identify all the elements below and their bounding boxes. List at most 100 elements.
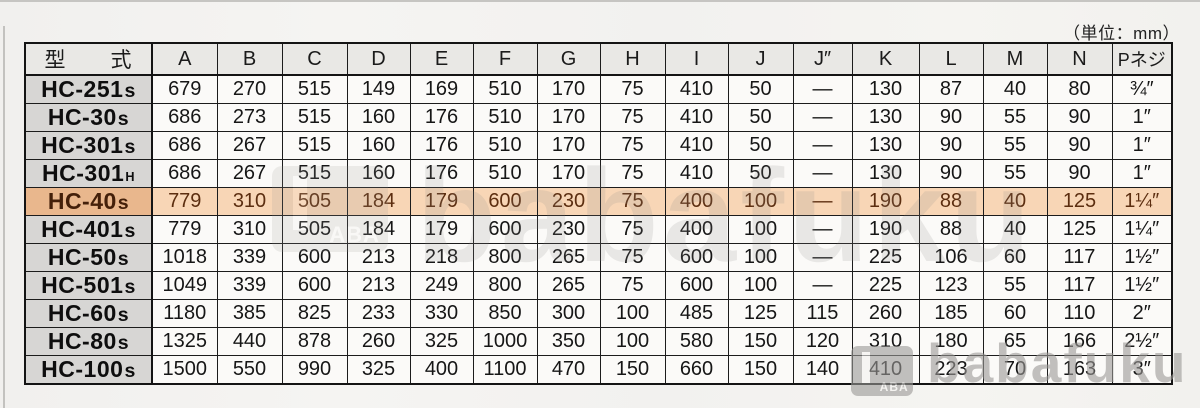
value-cell: — — [792, 131, 853, 160]
value-cell: 600 — [664, 243, 729, 272]
value-cell: — — [792, 243, 853, 272]
value-cell: — — [792, 215, 853, 244]
value-cell: 510 — [472, 131, 538, 160]
value-cell: 1″ — [1111, 159, 1173, 188]
value-cell: 510 — [472, 159, 538, 188]
value-cell: 130 — [851, 103, 920, 132]
value-cell: 267 — [216, 131, 283, 160]
value-cell: 125 — [727, 299, 794, 328]
value-cell: 1049 — [151, 271, 218, 300]
value-cell: 310 — [851, 327, 920, 356]
value-cell: 325 — [409, 327, 474, 356]
value-cell: 55 — [982, 103, 1048, 132]
value-cell: 350 — [536, 327, 601, 356]
value-cell: 160 — [346, 159, 411, 188]
value-cell: 213 — [346, 271, 411, 300]
value-cell: 310 — [216, 187, 283, 216]
value-cell: 213 — [346, 243, 411, 272]
value-cell: 1½″ — [1111, 271, 1173, 300]
value-cell: 550 — [216, 355, 283, 385]
header-col-h: H — [599, 42, 666, 76]
value-cell: 225 — [851, 243, 920, 272]
value-cell: 60 — [982, 243, 1048, 272]
value-cell: 260 — [346, 327, 411, 356]
value-cell: 149 — [346, 74, 411, 104]
value-cell: 160 — [346, 103, 411, 132]
value-cell: 184 — [346, 187, 411, 216]
value-cell: 117 — [1046, 243, 1113, 272]
value-cell: 410 — [664, 159, 729, 188]
value-cell: 160 — [346, 131, 411, 160]
value-cell: 339 — [216, 271, 283, 300]
value-cell: 850 — [472, 299, 538, 328]
value-cell: 75 — [599, 159, 666, 188]
header-model: 型 式 — [24, 42, 153, 76]
header-col-b: B — [216, 42, 283, 76]
value-cell: 125 — [1046, 215, 1113, 244]
table-row: HC-401s 779 310 505 184 179 600 230 75 400 100—190… — [24, 215, 1173, 244]
model-cell: HC-251s — [24, 74, 153, 104]
value-cell: 510 — [472, 103, 538, 132]
header-row: 型 式 A B C D E F G H I J J″ K L M N Pネジ — [24, 42, 1173, 76]
model-cell: HC-501s — [24, 271, 153, 300]
value-cell: — — [792, 159, 853, 188]
value-cell: 3″ — [1111, 355, 1173, 385]
value-cell: 686 — [151, 131, 218, 160]
value-cell: 1″ — [1111, 131, 1173, 160]
value-cell: 1″ — [1111, 103, 1173, 132]
value-cell: — — [792, 271, 853, 300]
value-cell: 878 — [281, 327, 348, 356]
value-cell: 218 — [409, 243, 474, 272]
value-cell: 179 — [409, 215, 474, 244]
value-cell: 180 — [918, 327, 984, 356]
value-cell: 1180 — [151, 299, 218, 328]
value-cell: 166 — [1046, 327, 1113, 356]
model-cell: HC-80s — [24, 327, 153, 356]
value-cell: 686 — [151, 159, 218, 188]
value-cell: 1500 — [151, 355, 218, 385]
value-cell: 50 — [727, 103, 794, 132]
value-cell: 50 — [727, 131, 794, 160]
model-suffix: s — [117, 192, 130, 214]
value-cell: 40 — [982, 187, 1048, 216]
value-cell: 170 — [536, 103, 601, 132]
model-name: HC-80 — [47, 328, 117, 355]
model-cell: HC-60s — [24, 299, 153, 328]
header-col-n: N — [1046, 42, 1113, 76]
value-cell: 779 — [151, 215, 218, 244]
model-name: HC-60 — [47, 300, 117, 327]
value-cell: 1¼″ — [1111, 187, 1173, 216]
value-cell: 90 — [1046, 131, 1113, 160]
model-cell: HC-301H — [24, 159, 153, 188]
value-cell: 163 — [1046, 355, 1113, 385]
value-cell: 87 — [918, 74, 984, 104]
model-cell: HC-30s — [24, 103, 153, 132]
value-cell: 580 — [664, 327, 729, 356]
value-cell: 515 — [281, 103, 348, 132]
value-cell: 40 — [982, 74, 1048, 104]
value-cell: 75 — [599, 103, 666, 132]
model-name: HC-251 — [41, 76, 124, 102]
value-cell: 75 — [599, 131, 666, 160]
value-cell: 600 — [472, 187, 538, 216]
value-cell: 600 — [281, 243, 348, 272]
value-cell: 90 — [918, 131, 984, 160]
value-cell: 400 — [664, 187, 729, 216]
value-cell: 800 — [472, 243, 538, 272]
value-cell: 1325 — [151, 327, 218, 356]
value-cell: 75 — [599, 243, 666, 272]
table-row: HC-40s 779 310 505 184 179 600 230 75 400 100—190 8… — [24, 187, 1173, 216]
value-cell: 55 — [982, 131, 1048, 160]
model-name: HC-301 — [41, 132, 124, 159]
value-cell: 176 — [409, 103, 474, 132]
value-cell: 75 — [599, 187, 666, 216]
header-col-f: F — [472, 42, 538, 76]
value-cell: 88 — [918, 215, 984, 244]
header-col-c: C — [281, 42, 348, 76]
value-cell: 123 — [918, 271, 984, 300]
value-cell: 779 — [151, 187, 218, 216]
value-cell: 515 — [281, 74, 348, 104]
header-col-g: G — [536, 42, 601, 76]
value-cell: 600 — [281, 271, 348, 300]
value-cell: 75 — [599, 74, 666, 104]
